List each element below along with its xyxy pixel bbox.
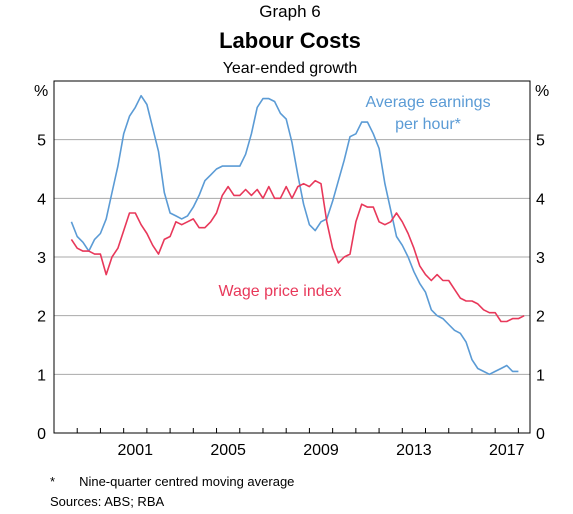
gridlines (54, 139, 530, 375)
plot-frame (53, 80, 531, 434)
y-tick-left-3: 3 (37, 250, 46, 267)
series-lines (70, 94, 525, 376)
y-axis-unit-right: % (535, 83, 549, 100)
y-tick-left-5: 5 (37, 133, 46, 150)
x-tick-label-2009: 2009 (303, 442, 339, 459)
series-label-wage_price_index-0: Wage price index (218, 283, 341, 300)
y-tick-right-5: 5 (536, 133, 545, 150)
series-label-average_earnings-0: Average earnings (365, 94, 490, 111)
y-tick-left-4: 4 (37, 191, 46, 208)
series-label-average_earnings-1: per hour* (395, 116, 461, 133)
chart-subtitle: Year-ended growth (223, 60, 358, 77)
graph-number: Graph 6 (259, 2, 320, 21)
x-tick-label-2005: 2005 (210, 442, 246, 459)
x-tick-label-2001: 2001 (117, 442, 153, 459)
x-tick-label-2013: 2013 (396, 442, 432, 459)
axis-ticks: 0 0 1 1 2 2 3 3 4 4 5 5 2001 2005 2009 2013 2017 (37, 133, 545, 459)
chart-title: Labour Costs (219, 28, 361, 53)
y-tick-right-1: 1 (536, 367, 545, 384)
series-labels: Average earnings per hour* Wage price inde… (218, 94, 490, 300)
footnote-marker: * (50, 474, 56, 489)
footnote-text: Nine-quarter centred moving average (79, 474, 295, 489)
y-tick-right-2: 2 (536, 309, 545, 326)
y-tick-left-2: 2 (37, 309, 46, 326)
y-tick-left-0: 0 (37, 426, 46, 443)
y-tick-right-4: 4 (536, 191, 545, 208)
y-tick-right-0: 0 (536, 426, 545, 443)
series-line-wage_price_index (70, 179, 525, 323)
series-line-average_earnings (70, 94, 519, 376)
y-tick-right-3: 3 (536, 250, 545, 267)
footnote: * Nine-quarter centred moving average (50, 474, 294, 490)
x-tick-label-2017: 2017 (489, 442, 525, 459)
sources-note: Sources: ABS; RBA (50, 494, 165, 509)
y-axis-unit-left: % (34, 83, 48, 100)
y-tick-left-1: 1 (37, 367, 46, 384)
